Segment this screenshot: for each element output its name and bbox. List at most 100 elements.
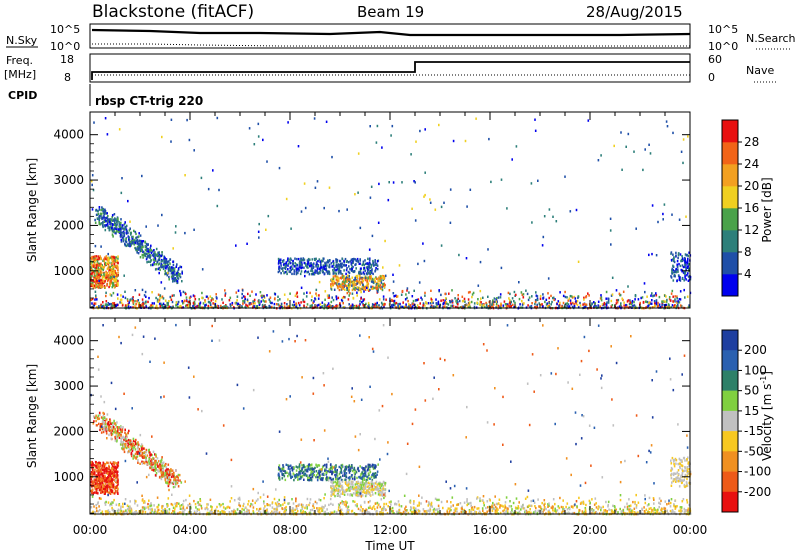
- range-cell: [382, 508, 384, 512]
- range-cell: [111, 508, 114, 511]
- range-cell: [133, 240, 135, 244]
- range-cell: [110, 219, 113, 222]
- range-cell: [675, 251, 677, 255]
- range-cell: [335, 263, 338, 267]
- range-cell: [96, 271, 99, 274]
- range-cell: [310, 264, 313, 267]
- range-cell: [462, 305, 465, 308]
- range-cell: [100, 208, 102, 212]
- range-cell: [567, 511, 570, 515]
- range-cell: [491, 301, 494, 304]
- range-cell: [115, 503, 118, 506]
- range-cell: [90, 283, 92, 286]
- range-cell: [311, 304, 313, 307]
- range-cell: [90, 179, 93, 183]
- range-cell: [136, 504, 139, 507]
- range-cell: [102, 221, 104, 224]
- range-cell: [676, 295, 678, 298]
- range-cell: [354, 263, 356, 267]
- range-cell: [185, 299, 188, 303]
- range-cell: [422, 508, 425, 511]
- range-cell: [175, 304, 177, 307]
- range-cell: [124, 226, 126, 229]
- range-cell: [427, 504, 430, 507]
- range-cell: [469, 290, 471, 294]
- range-cell: [359, 281, 362, 284]
- range-cell: [153, 255, 155, 258]
- range-cell: [536, 295, 539, 298]
- range-cell: [593, 301, 595, 304]
- range-cell: [94, 281, 97, 285]
- range-cell: [355, 267, 357, 270]
- colorbar-tick-label: 28: [744, 135, 759, 149]
- range-cell: [340, 272, 342, 275]
- range-cell: [320, 266, 322, 269]
- range-cell: [470, 504, 472, 507]
- range-cell: [662, 511, 664, 514]
- range-cell: [366, 267, 369, 271]
- range-cell: [120, 301, 123, 304]
- range-cell: [304, 206, 307, 210]
- range-cell: [615, 299, 618, 302]
- range-cell: [158, 251, 160, 254]
- range-cell: [129, 220, 131, 223]
- range-cell: [334, 274, 336, 278]
- range-cell: [468, 511, 471, 514]
- range-cell: [323, 257, 325, 260]
- range-cell: [149, 508, 152, 511]
- range-cell: [148, 296, 150, 300]
- range-cell: [628, 302, 631, 306]
- range-cell: [328, 263, 331, 267]
- range-cell: [210, 505, 212, 508]
- range-cell: [376, 301, 378, 305]
- cpid-label: CPID: [8, 89, 37, 102]
- range-cell: [335, 275, 337, 278]
- range-cell: [164, 260, 166, 264]
- range-cell: [104, 228, 107, 232]
- range-cell: [160, 264, 162, 268]
- range-cell: [337, 265, 339, 268]
- range-cell: [352, 282, 354, 285]
- range-cell: [127, 505, 130, 509]
- range-cell: [345, 500, 347, 503]
- range-cell: [688, 263, 690, 266]
- range-cell: [487, 506, 489, 509]
- range-cell: [102, 301, 104, 304]
- range-cell: [655, 299, 658, 302]
- range-cell: [170, 268, 172, 271]
- range-cell: [424, 294, 426, 297]
- range-cell: [135, 511, 137, 514]
- range-cell: [368, 303, 370, 307]
- range-cell: [359, 226, 362, 230]
- range-cell: [682, 271, 685, 274]
- range-cell: [355, 263, 357, 266]
- range-cell: [152, 263, 154, 266]
- range-cell: [496, 297, 498, 300]
- range-cell: [141, 298, 144, 301]
- range-cell: [99, 212, 102, 216]
- range-cell: [165, 261, 167, 265]
- range-cell: [577, 296, 579, 299]
- range-cell: [94, 280, 96, 283]
- range-cell: [379, 284, 382, 287]
- range-cell: [103, 272, 105, 275]
- range-cell: [566, 296, 568, 299]
- range-cell: [430, 501, 433, 505]
- range-cell: [643, 282, 646, 285]
- range-cell: [337, 286, 339, 290]
- range-cell: [326, 270, 328, 273]
- range-cell: [473, 302, 476, 305]
- range-cell: [529, 305, 531, 308]
- range-cell: [666, 509, 668, 512]
- range-cell: [98, 279, 100, 283]
- range-cell: [315, 294, 318, 297]
- range-cell: [488, 137, 490, 141]
- range-cell: [185, 498, 187, 502]
- range-cell: [348, 288, 350, 292]
- range-cell: [324, 267, 326, 271]
- range-cell: [362, 285, 365, 288]
- range-cell: [651, 252, 653, 256]
- range-cell: [124, 242, 126, 246]
- range-cell: [562, 301, 565, 305]
- range-cell: [336, 260, 338, 264]
